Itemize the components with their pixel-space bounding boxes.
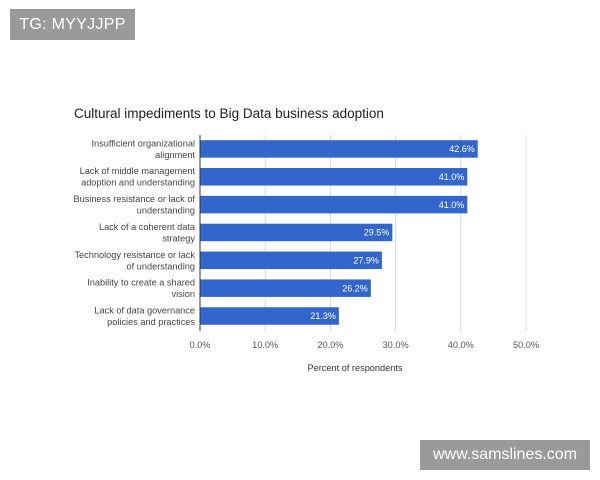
bar-data-label: 27.9% — [353, 256, 379, 266]
bar-data-label: 41.0% — [439, 172, 465, 182]
x-axis-title: Percent of respondents — [308, 363, 403, 373]
watermark-bottom: www.samslines.com — [420, 440, 590, 470]
bar — [200, 140, 478, 158]
category-labels: Insufficient organizational alignment Lack… — [73, 138, 195, 327]
category-label: Lack of data governance policies and prac… — [94, 305, 195, 327]
bar-data-label: 41.0% — [439, 200, 465, 210]
watermark-top: TG: MYYJJPP — [10, 9, 135, 40]
bars: 42.6% 41.0% 41.0% 29.5% 27.9% 26.2% 21.3% — [200, 140, 478, 325]
category-label: Business resistance or lack of understand… — [73, 194, 195, 216]
x-tick-label: 40.0% — [448, 340, 474, 350]
category-label: Inability to create a shared vision — [87, 278, 195, 300]
x-tick-label: 20.0% — [317, 340, 343, 350]
bar-data-label: 42.6% — [449, 144, 475, 154]
bar — [200, 279, 371, 297]
bar — [200, 168, 468, 186]
x-tick-label: 30.0% — [383, 340, 409, 350]
tick-labels: 0.0% 10.0% 20.0% 30.0% 40.0% 50.0% — [190, 340, 540, 350]
x-tick-label: 0.0% — [190, 340, 211, 350]
bar — [200, 223, 393, 242]
x-tick-label: 50.0% — [513, 340, 539, 350]
category-label: Insufficient organizational alignment — [91, 138, 195, 160]
bar — [200, 251, 382, 270]
bar — [200, 195, 468, 214]
category-label: Technology resistance or lack of understa… — [74, 250, 195, 272]
bar-data-label: 21.3% — [310, 311, 336, 321]
bar-data-label: 29.5% — [364, 228, 390, 238]
category-label: Lack of a coherent data strategy — [99, 222, 196, 244]
bar-data-label: 26.2% — [342, 283, 368, 293]
x-tick-label: 10.0% — [252, 340, 278, 350]
category-label: Lack of middle management adoption and un… — [80, 166, 196, 188]
chart-title: Cultural impediments to Big Data busines… — [74, 106, 384, 121]
bar — [200, 307, 339, 325]
